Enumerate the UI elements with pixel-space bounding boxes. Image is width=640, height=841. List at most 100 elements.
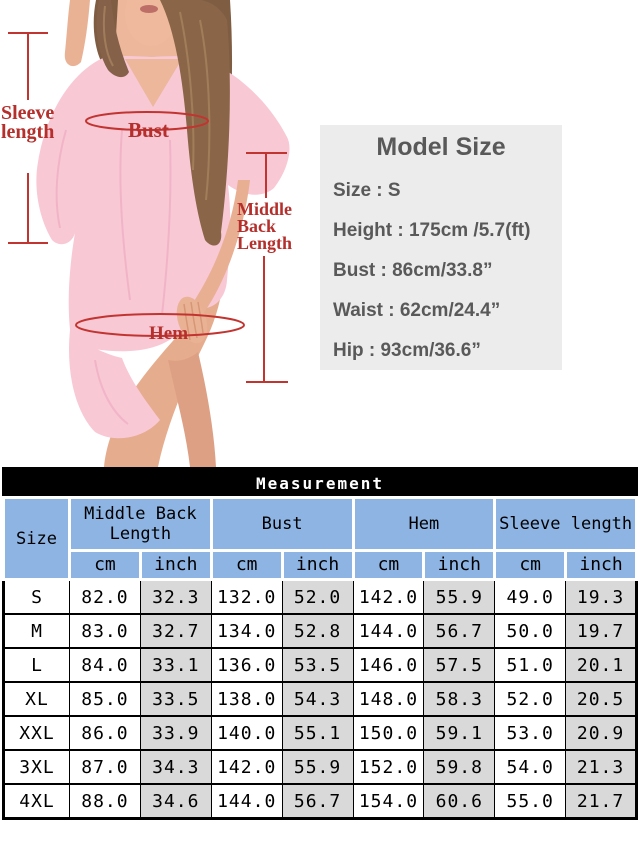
value-cell: 20.5 [565,681,637,717]
unit-header: inch [280,549,355,581]
value-cell: 21.7 [565,783,637,820]
table-row-4xl: 4XL 88.0 34.6 144.0 56.7 154.0 60.6 55.0… [3,783,637,820]
sleeve-length-label: Sleeve length [1,102,55,143]
lips-shape [140,5,158,13]
value-cell: 55.0 [494,783,567,820]
value-cell: 51.0 [494,647,567,683]
value-cell: 21.3 [565,749,637,785]
size-cell: 3XL [3,749,70,785]
col-header-sleeve-length: Sleeve length [493,496,638,552]
group-header-row: Size Middle Back Length Bust Hem Sleeve … [2,496,638,581]
bust-label: Bust [128,118,169,142]
model-size-bust: Bust : 86cm/33.8” [333,260,493,281]
value-cell: 59.1 [423,715,496,751]
value-cell: 20.9 [565,715,637,751]
value-cell: 32.7 [139,613,212,649]
value-cell: 32.3 [139,578,212,615]
model-size-panel: Model Size Size : S Height : 175cm /5.7(… [320,125,562,370]
table-row-3xl: 3XL 87.0 34.3 142.0 55.9 152.0 59.8 54.0… [3,749,637,785]
value-cell: 34.6 [139,783,212,820]
value-cell: 54.3 [281,681,354,717]
value-cell: 52.0 [494,681,567,717]
value-cell: 19.7 [565,613,637,649]
table-row-l: L 84.0 33.1 136.0 53.5 146.0 57.5 51.0 2… [3,647,637,683]
col-header-hem: Hem [351,496,497,552]
value-cell: 33.5 [139,681,212,717]
dimension-lines [8,32,288,383]
model-size-title: Model Size [376,133,506,161]
value-cell: 87.0 [69,749,141,785]
col-header-middle-back-length: Middle Back Length [68,496,213,552]
value-cell: 84.0 [69,647,141,683]
bust-ellipse [85,111,209,131]
model-size-size: Size : S [333,180,401,201]
face-shape [125,0,177,46]
unit-header: inch [564,549,638,581]
size-cell: L [3,647,70,683]
model-size-waist: Waist : 62cm/24.4” [333,300,501,321]
value-cell: 33.9 [139,715,212,751]
size-cell: XL [3,681,70,717]
table-row-m: M 83.0 32.7 134.0 52.8 144.0 56.7 50.0 1… [3,613,637,649]
unit-header: inch [422,549,497,581]
col-header-bust: Bust [209,496,355,552]
value-cell: 83.0 [69,613,141,649]
value-cell: 150.0 [352,715,425,751]
value-cell: 20.1 [565,647,637,683]
value-cell: 55.9 [423,578,496,615]
value-cell: 132.0 [210,578,283,615]
unit-header: cm [493,549,568,581]
value-cell: 56.7 [281,783,354,820]
value-cell: 60.6 [423,783,496,820]
value-cell: 58.3 [423,681,496,717]
vneck-skin-shape [125,59,182,107]
value-cell: 146.0 [352,647,425,683]
unit-header-row: cm inch cm inch cm inch cm inch [4,549,638,581]
middle-back-length-label: Middle Back Length [237,199,293,253]
value-cell: 88.0 [69,783,141,820]
unit-header: cm [209,549,284,581]
model-size-hip: Hip : 93cm/36.6” [333,340,481,361]
value-cell: 53.5 [281,647,354,683]
value-cell: 19.3 [565,578,637,615]
col-header-size: Size [2,496,71,581]
value-cell: 57.5 [423,647,496,683]
caption-row: Measurement [2,467,638,499]
value-cell: 134.0 [210,613,283,649]
model-photo: Sleeve length Bust Middle Back Length He… [0,0,320,467]
value-cell: 33.1 [139,647,212,683]
table-row-s: S 82.0 32.3 132.0 52.0 142.0 55.9 49.0 1… [3,578,637,615]
value-cell: 85.0 [69,681,141,717]
value-cell: 142.0 [352,578,425,615]
unit-header: cm [68,549,142,581]
value-cell: 59.8 [423,749,496,785]
value-cell: 86.0 [69,715,141,751]
value-cell: 52.0 [281,578,354,615]
raised-arm-shape [64,0,90,67]
value-cell: 49.0 [494,578,567,615]
size-cell: M [3,613,70,649]
value-cell: 142.0 [210,749,283,785]
unit-header: inch [138,549,213,581]
unit-header: cm [351,549,426,581]
model-illustration [8,0,290,467]
value-cell: 56.7 [423,613,496,649]
value-cell: 148.0 [352,681,425,717]
value-cell: 138.0 [210,681,283,717]
left-arm-shape [190,180,250,326]
table-row-xxl: XXL 86.0 33.9 140.0 55.1 150.0 59.1 53.0… [3,715,637,751]
hem-label: Hem [149,323,189,344]
measurement-table: Measurement Size Middle Back Length Bust… [2,467,638,820]
value-cell: 136.0 [210,647,283,683]
value-cell: 52.8 [281,613,354,649]
value-cell: 154.0 [352,783,425,820]
value-cell: 55.9 [281,749,354,785]
size-cell: 4XL [3,783,70,820]
table-row-xl: XL 85.0 33.5 138.0 54.3 148.0 58.3 52.0 … [3,681,637,717]
value-cell: 55.1 [281,715,354,751]
dress-drape-shape [69,330,160,439]
size-cell: XXL [3,715,70,751]
back-leg-shape [168,352,216,467]
value-cell: 53.0 [494,715,567,751]
